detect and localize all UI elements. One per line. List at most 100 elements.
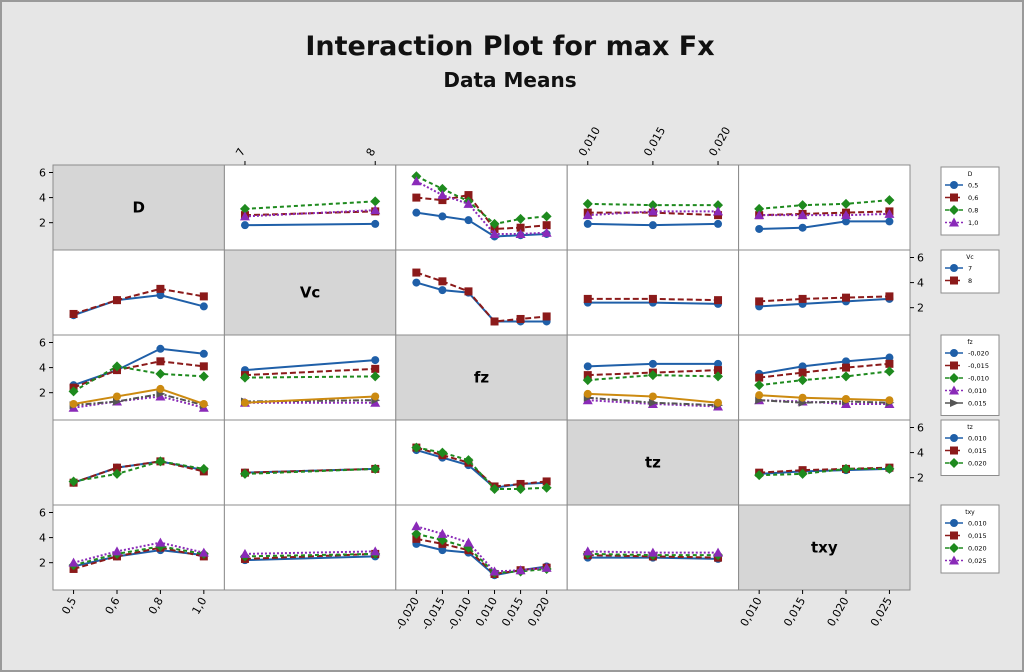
data-point (583, 294, 592, 303)
data-point (411, 171, 422, 182)
data-point (541, 211, 552, 222)
legend-entry: 0,025 (968, 557, 987, 565)
data-point (463, 537, 474, 547)
data-point (489, 483, 500, 494)
interaction-panel (738, 249, 911, 336)
data-point (489, 566, 500, 576)
data-point (198, 371, 209, 382)
data-point (755, 391, 764, 400)
data-point (798, 362, 807, 371)
series-line (244, 395, 376, 404)
legend-marker (949, 373, 959, 383)
data-point (370, 196, 381, 207)
data-point (583, 219, 592, 228)
data-point (199, 362, 208, 371)
x-tick-label: 1,0 (189, 595, 209, 617)
y-tick-label: 2 (917, 472, 924, 485)
data-point (370, 371, 381, 382)
legend-marker (950, 399, 959, 407)
series-line (244, 552, 376, 558)
data-point (111, 546, 122, 556)
data-point (842, 217, 851, 226)
data-point (489, 228, 500, 238)
series-line (73, 460, 205, 484)
data-point (754, 470, 765, 481)
x-tick-label: 0,8 (146, 595, 166, 617)
x-tick-label: 0,015 (499, 595, 526, 629)
data-point (156, 384, 165, 393)
series-line (415, 180, 547, 235)
factor-label: txy (811, 539, 838, 557)
data-point (371, 356, 380, 365)
data-point (582, 210, 593, 220)
chart-subtitle: Data Means (443, 68, 576, 92)
interaction-panel (395, 504, 568, 591)
legend-entry: -0,020 (968, 350, 989, 358)
x-tick-label: -0,010 (445, 595, 474, 632)
data-point (884, 366, 895, 377)
chart-title: Interaction Plot for max Fx (305, 31, 714, 62)
legend-title: fz (967, 339, 972, 346)
interaction-panel (52, 419, 225, 506)
series-line (73, 287, 205, 315)
data-point (582, 375, 593, 386)
legend-box (940, 249, 1000, 294)
data-point (841, 198, 852, 209)
data-point (411, 176, 422, 186)
legend-marker (950, 531, 958, 540)
data-point (515, 213, 526, 224)
series-line (73, 395, 205, 409)
data-point (754, 380, 765, 391)
data-point (648, 359, 657, 368)
series-line (244, 375, 376, 379)
y-tick-label: 2 (917, 302, 924, 315)
legend-title: txy (965, 509, 975, 516)
data-point (112, 463, 121, 472)
factor-label-cell (738, 504, 911, 591)
legend-entry: 0,010 (968, 435, 987, 443)
x-tick-label: 0,020 (525, 595, 552, 629)
interaction-panel (395, 419, 568, 506)
legend-marker (950, 276, 958, 285)
y-tick-label: 6 (39, 507, 46, 520)
data-point (841, 210, 852, 220)
legend-marker (950, 349, 958, 357)
data-point (437, 190, 448, 200)
interaction-panel (566, 504, 740, 591)
data-point (754, 203, 765, 214)
data-point (885, 292, 894, 301)
data-point (68, 557, 79, 567)
series-line (73, 365, 204, 393)
legend-entry: 0,020 (968, 460, 987, 468)
legend-entry: 7 (968, 265, 972, 273)
data-point (240, 398, 249, 407)
data-point (490, 317, 499, 326)
data-point (68, 476, 79, 487)
legend-entry: -0,015 (968, 362, 989, 370)
factor-label-cell (395, 334, 568, 421)
series-line (73, 546, 205, 570)
y-tick-label: 6 (39, 167, 46, 180)
data-point (714, 219, 723, 228)
data-point (112, 392, 121, 401)
interaction-panel (223, 164, 397, 251)
data-point (647, 200, 658, 211)
data-point (412, 278, 421, 287)
data-point (68, 386, 79, 397)
x-tick-label: 8 (364, 146, 379, 159)
data-point (798, 393, 807, 402)
series-line (73, 392, 205, 407)
data-point (411, 528, 422, 539)
factor-label: Vc (300, 284, 321, 302)
interaction-panel (223, 419, 397, 506)
series-line (244, 200, 376, 210)
legend-entry: 1,0 (968, 219, 978, 227)
data-point (370, 546, 381, 556)
interaction-panel (566, 249, 740, 336)
data-point (438, 212, 447, 221)
data-point (198, 547, 209, 557)
y-tick-label: 6 (917, 252, 924, 265)
series-line (73, 545, 205, 567)
data-point (798, 368, 807, 377)
legend-marker (950, 446, 958, 455)
